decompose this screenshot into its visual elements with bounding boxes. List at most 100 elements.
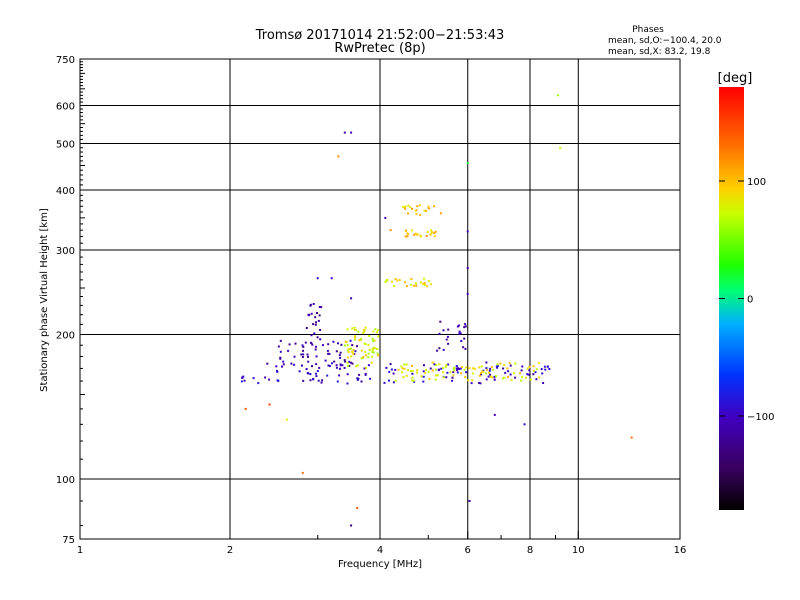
chart-title: Tromsø 20171014 21:52:00−21:53:43 — [255, 28, 505, 43]
data-point — [422, 375, 425, 378]
data-point — [485, 368, 488, 371]
data-point — [409, 206, 412, 209]
y-tick-label: 400 — [56, 186, 75, 197]
data-point — [389, 363, 392, 366]
data-point — [489, 367, 492, 370]
data-point — [339, 367, 341, 370]
data-point — [318, 306, 321, 308]
data-point — [312, 323, 315, 326]
data-point — [346, 382, 349, 385]
data-point — [244, 407, 247, 410]
data-point — [452, 374, 455, 377]
data-point — [509, 364, 512, 367]
data-point — [526, 367, 529, 370]
data-point — [350, 524, 353, 527]
data-point — [439, 320, 442, 323]
data-point — [372, 340, 375, 343]
data-point — [467, 379, 470, 382]
data-point — [446, 371, 449, 374]
data-point — [307, 355, 309, 358]
data-point — [391, 280, 394, 283]
x-tick-label: 1 — [77, 545, 83, 556]
data-point — [351, 344, 354, 347]
data-point — [364, 372, 367, 375]
data-point — [405, 374, 408, 377]
data-point — [302, 379, 305, 382]
data-point — [461, 366, 464, 368]
data-point — [343, 366, 346, 369]
data-point — [351, 362, 354, 365]
data-point — [293, 363, 296, 366]
data-point — [281, 365, 283, 368]
data-point — [367, 364, 370, 367]
data-point — [480, 373, 483, 376]
data-point — [360, 337, 363, 340]
data-point — [385, 366, 388, 369]
data-point — [243, 379, 246, 382]
data-point — [419, 213, 422, 216]
data-point — [356, 364, 359, 367]
data-point — [337, 342, 339, 345]
data-point — [357, 377, 360, 380]
data-point — [438, 363, 441, 366]
data-point — [403, 363, 406, 366]
data-point — [298, 370, 301, 373]
data-point — [466, 230, 469, 233]
data-point — [521, 365, 524, 368]
data-point — [406, 235, 409, 238]
data-point — [314, 323, 317, 326]
data-point — [315, 355, 318, 358]
data-point — [240, 380, 243, 383]
data-point — [377, 335, 380, 338]
data-point — [371, 347, 374, 350]
data-point — [466, 162, 469, 165]
data-point — [360, 357, 363, 360]
data-point — [422, 282, 425, 285]
data-point — [463, 326, 466, 329]
data-point — [384, 216, 387, 219]
data-point — [397, 368, 400, 371]
data-point — [370, 361, 373, 364]
data-point — [534, 371, 537, 374]
data-point — [312, 378, 315, 381]
y-tick-label: 75 — [62, 535, 75, 546]
data-point — [350, 131, 353, 134]
data-point — [532, 369, 535, 372]
data-point — [543, 365, 546, 368]
data-point — [327, 352, 330, 355]
data-point — [409, 370, 412, 373]
data-point — [520, 379, 523, 382]
data-point — [302, 353, 305, 356]
data-point — [514, 362, 517, 365]
data-point — [364, 350, 367, 353]
y-tick-label: 300 — [56, 246, 75, 257]
data-point — [411, 369, 414, 372]
data-point — [488, 371, 490, 374]
data-point — [459, 367, 462, 370]
data-point — [402, 376, 405, 379]
data-point — [355, 329, 357, 332]
data-point — [491, 366, 494, 368]
data-point — [301, 364, 303, 367]
data-point — [507, 370, 509, 373]
data-point — [419, 204, 422, 207]
data-point — [351, 351, 354, 354]
data-point — [279, 357, 282, 360]
data-point — [485, 378, 488, 381]
data-point — [496, 365, 499, 367]
data-point — [346, 361, 349, 364]
data-point — [436, 349, 439, 352]
data-point — [456, 369, 459, 372]
x-tick-labels: 1 2 4 6 8 10 16 — [77, 545, 687, 556]
data-point — [363, 367, 366, 370]
data-point — [318, 366, 321, 369]
data-point — [466, 292, 469, 295]
data-point — [503, 364, 506, 366]
data-point — [446, 335, 449, 338]
data-point — [346, 344, 349, 347]
data-point — [309, 303, 312, 306]
data-point — [316, 370, 319, 372]
data-point — [394, 278, 397, 281]
data-point — [377, 329, 379, 332]
data-point — [404, 205, 407, 208]
